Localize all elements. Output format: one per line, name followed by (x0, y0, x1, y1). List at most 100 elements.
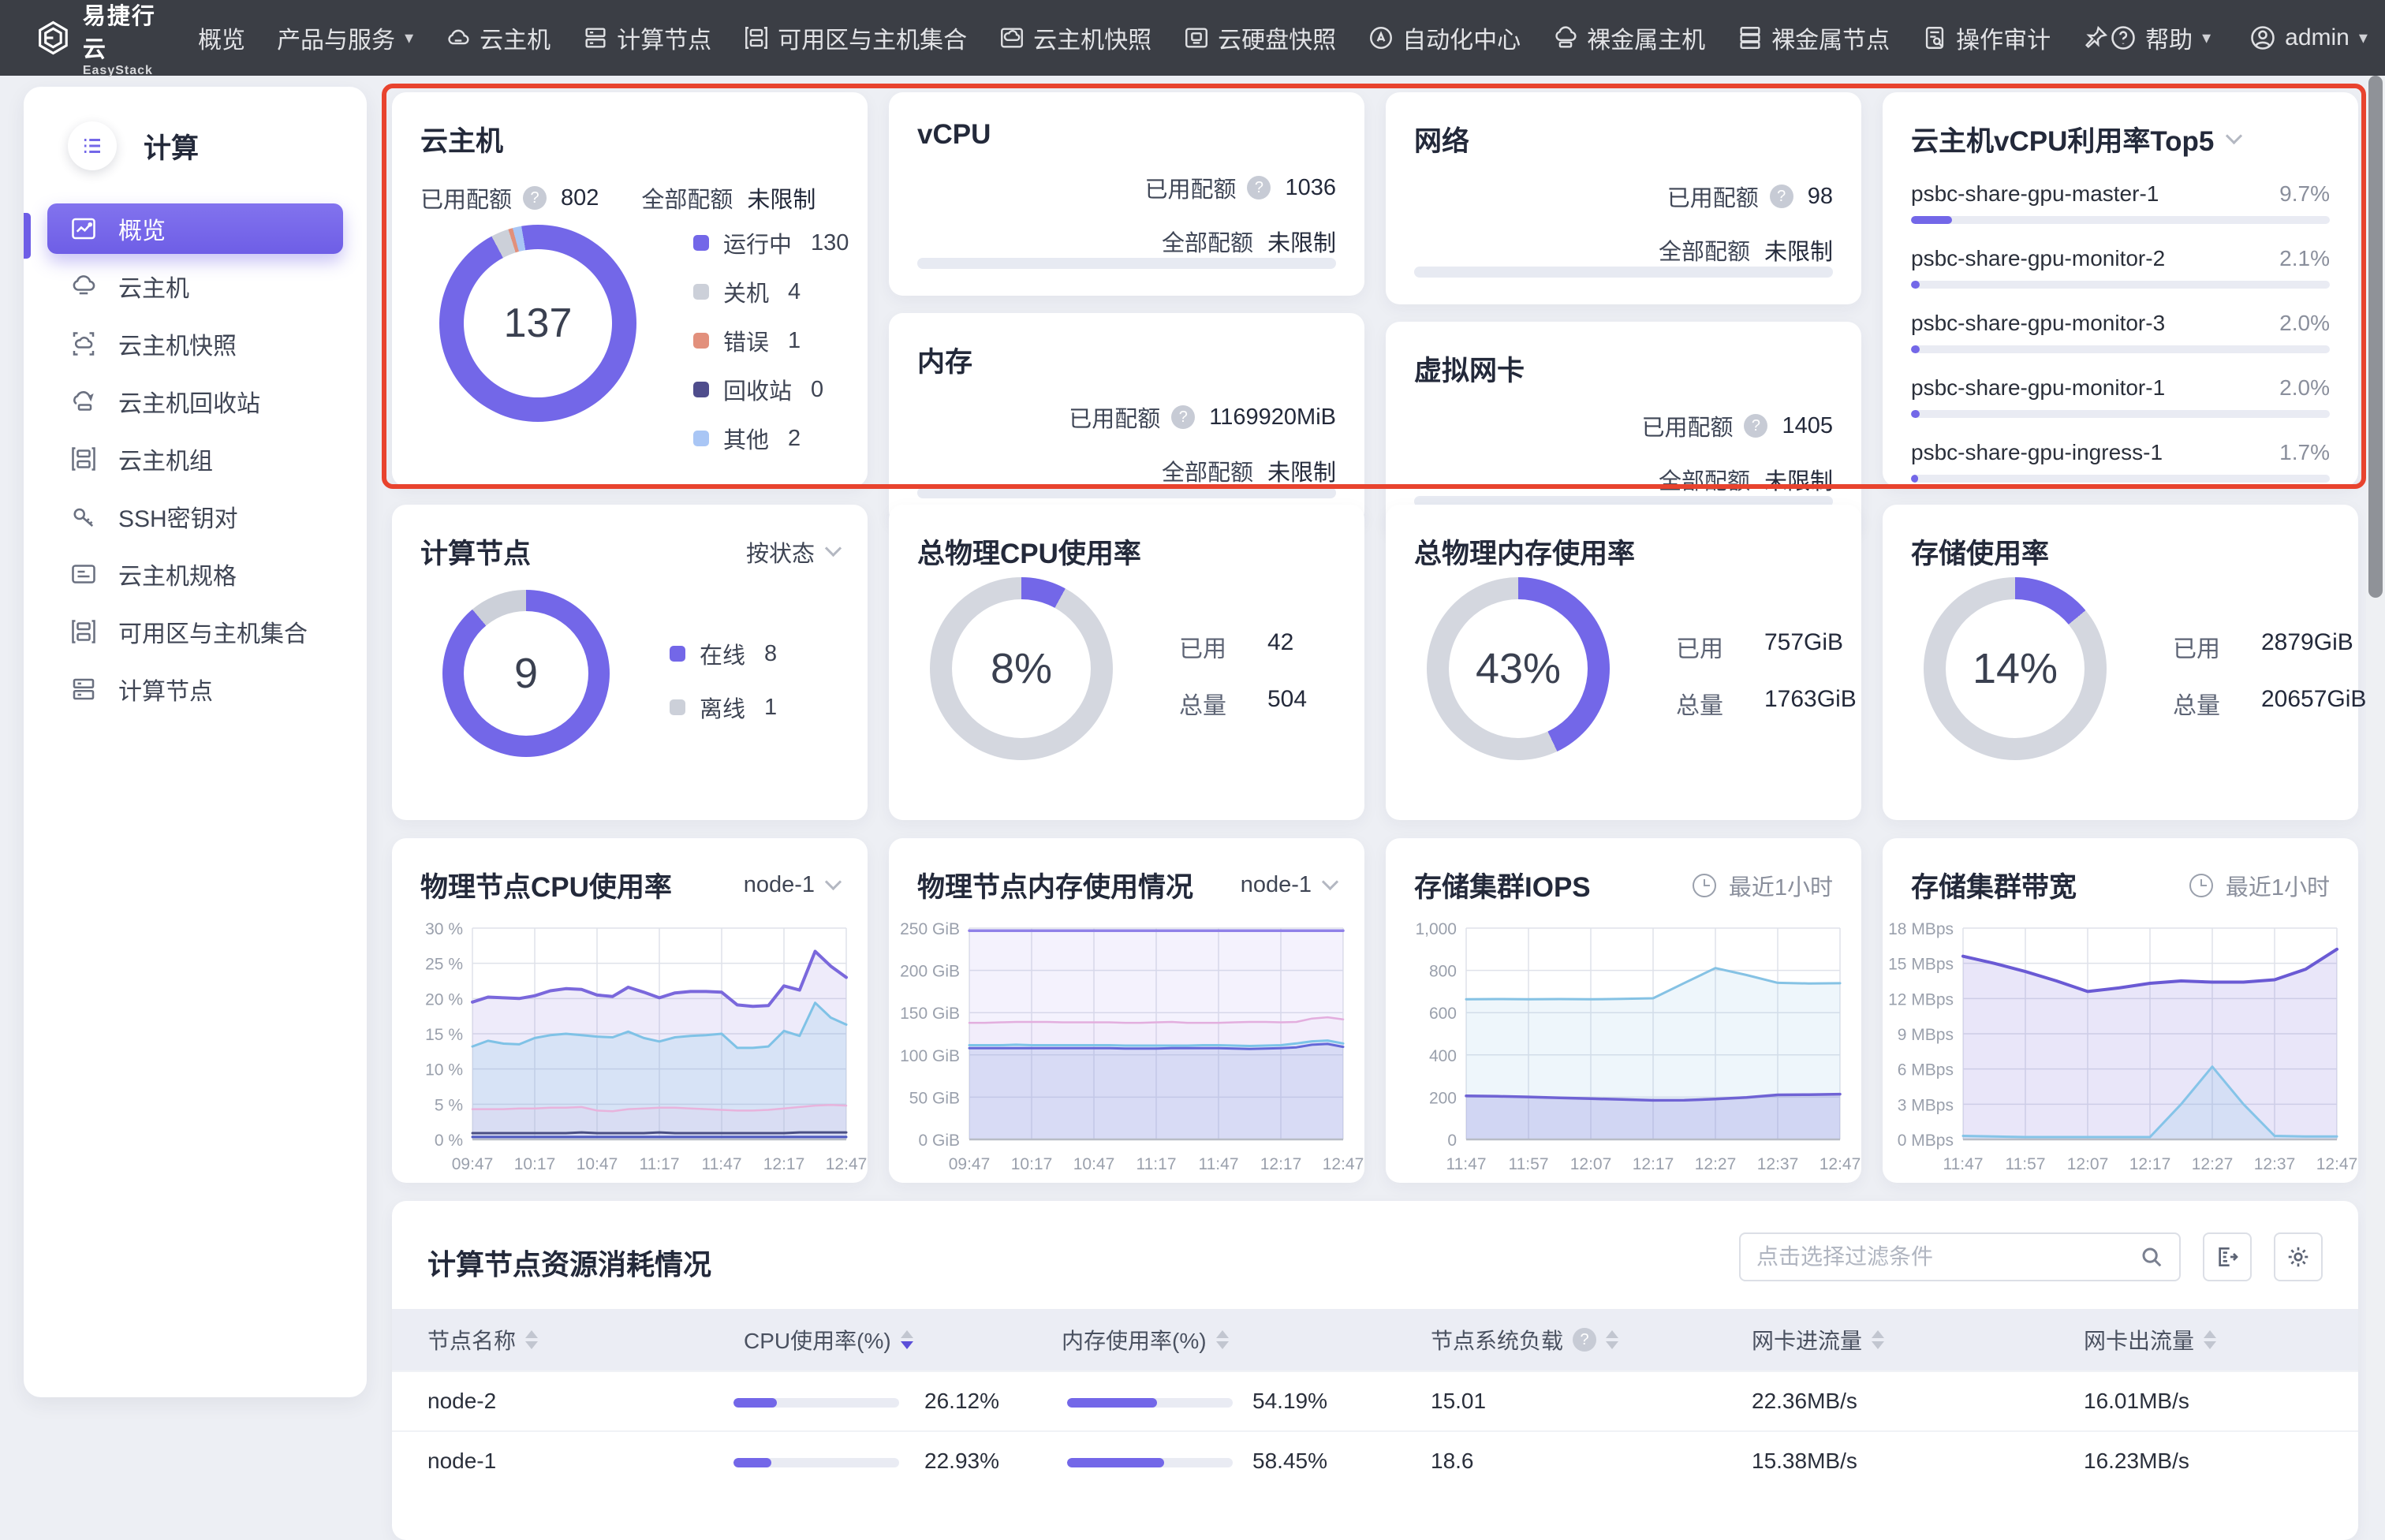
quota-line: 已用配额? 1036 (1144, 174, 1336, 203)
user-menu[interactable]: admin ▾ (2249, 24, 2368, 52)
sort-control[interactable] (1872, 1330, 1885, 1349)
easystack-logo[interactable]: 易捷行云 EasyStack (35, 0, 162, 78)
compute-nodes-donut: 9 (442, 590, 610, 757)
quota-bar (1414, 267, 1833, 278)
help-bubble-icon[interactable]: ? (1744, 414, 1768, 438)
nav-pin-button[interactable] (2082, 24, 2109, 51)
sort-control[interactable] (2204, 1330, 2217, 1349)
nav-host-snapshot[interactable]: 云主机快照 (998, 21, 1151, 55)
col-mem-usage[interactable]: 内存使用率(%) (1062, 1309, 1229, 1370)
category-badge[interactable] (68, 121, 117, 170)
sidebar-item-recycle-bin[interactable]: 云主机回收站 (47, 376, 343, 427)
scrollbar-track (2366, 76, 2385, 1490)
host-cpu-pct: 2.1% (2279, 246, 2330, 270)
quota-line: 已用配额 ? 802 全部配额 未限制 (420, 181, 839, 214)
scrollbar-thumb[interactable] (2368, 76, 2383, 598)
sidebar-item-ssh-keypair[interactable]: SSH密钥对 (47, 491, 343, 542)
help-bubble-icon[interactable]: ? (1247, 176, 1271, 199)
nav-baremetal-node[interactable]: 裸金属节点 (1737, 21, 1890, 55)
sort-control[interactable] (525, 1330, 539, 1349)
cpu-usage-value: 26.12% (924, 1389, 999, 1413)
mem-usage-value: 54.19% (1252, 1389, 1327, 1413)
gauge-stats: 已用 757GiB 总量 1763GiB (1676, 629, 1857, 719)
svg-text:12:47: 12:47 (2316, 1155, 2358, 1173)
svg-text:12:27: 12:27 (1695, 1155, 1737, 1173)
cloud-recycle-icon (73, 391, 94, 411)
filter-input[interactable] (1756, 1244, 2140, 1270)
help-bubble-icon[interactable]: ? (523, 186, 547, 210)
nav-cloud-host[interactable]: 云主机 (445, 21, 551, 55)
usage-bar (1911, 281, 2330, 289)
svg-text:10:17: 10:17 (1011, 1155, 1053, 1173)
server-icon (585, 28, 606, 48)
table-row: node-2 26.12% 54.19% 15.01 22.36MB/s 16.… (392, 1370, 2358, 1430)
svg-text:12:17: 12:17 (2129, 1155, 2171, 1173)
node-selector[interactable]: node-1 (1241, 872, 1339, 898)
chevron-down-icon[interactable] (2226, 127, 2243, 145)
sidebar-item-az-aggregate[interactable]: 可用区与主机集合 (47, 606, 343, 657)
node-selector[interactable]: node-1 (744, 872, 842, 898)
nav-operation-audit[interactable]: 操作审计 (1921, 21, 2051, 55)
used-quota-value: 802 (561, 185, 599, 211)
audit-icon (1925, 27, 1944, 49)
search-icon[interactable] (2140, 1245, 2163, 1269)
sort-control[interactable] (1606, 1330, 1619, 1349)
svg-text:15 %: 15 % (425, 1026, 463, 1044)
top5-row: psbc-share-gpu-monitor-2 2.1% (1911, 246, 2330, 289)
help-menu[interactable]: 帮助 ▾ (2109, 21, 2211, 55)
svg-text:12:17: 12:17 (1260, 1155, 1302, 1173)
category-icon (84, 139, 100, 153)
logo-title: 易捷行云 (82, 4, 156, 62)
sort-control[interactable] (1215, 1330, 1229, 1349)
sidebar-item-label: 云主机规格 (118, 564, 237, 590)
sidebar-item-flavor[interactable]: 云主机规格 (47, 549, 343, 599)
server-icon (73, 678, 95, 700)
time-range: 最近1小时 (1692, 869, 1833, 902)
legend-swatch (670, 646, 685, 662)
nav-overview[interactable]: 概览 (198, 21, 245, 55)
svg-text:400: 400 (1429, 1047, 1457, 1065)
card-title: 存储集群带宽 (1911, 872, 2077, 903)
sidebar-item-host-group[interactable]: 云主机组 (47, 434, 343, 484)
nav-menu: 概览 产品与服务 ▾ 云主机 计算节点 可用区与主机集合 云主机快照 云硬盘快照 … (198, 21, 2109, 55)
storage-iops-chart-card: 存储集群IOPS 最近1小时 1,000 800 600 400 200 0 11:47 11… (1386, 838, 1861, 1183)
quota-line: 全部配额 未限制 (1658, 240, 1833, 265)
nav-compute-node[interactable]: 计算节点 (582, 21, 711, 55)
sidebar-item-label: 计算节点 (118, 679, 213, 705)
sidebar-item-overview[interactable]: 概览 (47, 203, 343, 254)
top5-row: psbc-share-gpu-monitor-3 2.0% (1911, 311, 2330, 353)
vcpu-top5-card: 云主机vCPU利用率Top5 psbc-share-gpu-master-1 9.… (1883, 92, 2358, 487)
sidebar-item-cloud-host[interactable]: 云主机 (47, 261, 343, 311)
quota-line: 全部配额 未限制 (1161, 231, 1336, 256)
col-net-in[interactable]: 网卡进流量 (1752, 1309, 1885, 1370)
host-name: psbc-share-gpu-monitor-3 (1911, 311, 2166, 335)
col-net-out[interactable]: 网卡出流量 (2084, 1309, 2217, 1370)
col-node-name[interactable]: 节点名称 (427, 1309, 539, 1370)
nav-automation-center[interactable]: 自动化中心 (1368, 21, 1521, 55)
help-bubble-icon[interactable]: ? (1171, 405, 1196, 429)
svg-text:12:07: 12:07 (2067, 1155, 2109, 1173)
help-bubble-icon[interactable]: ? (1769, 185, 1793, 208)
export-button[interactable] (2203, 1232, 2252, 1281)
host-cpu-pct: 9.7% (2279, 181, 2330, 206)
col-system-load[interactable]: 节点系统负载? (1431, 1309, 1619, 1370)
total-quota-label: 全部配额 (641, 188, 733, 213)
help-bubble-icon[interactable]: ? (1573, 1328, 1597, 1352)
sidebar-item-label: 云主机 (118, 276, 189, 302)
nav-az-host-aggregate[interactable]: 可用区与主机集合 (743, 21, 967, 55)
nav-baremetal-host[interactable]: 裸金属主机 (1552, 21, 1705, 55)
cpu-usage-gauge: 8% (930, 577, 1113, 760)
status-filter[interactable]: 按状态 (746, 535, 842, 569)
sort-control-active[interactable] (900, 1330, 913, 1349)
sidebar-item-host-snapshot[interactable]: 云主机快照 (47, 319, 343, 369)
col-cpu-usage[interactable]: CPU使用率(%) (744, 1309, 913, 1370)
nav-products-services[interactable]: 产品与服务 ▾ (277, 21, 413, 55)
nav-disk-snapshot[interactable]: 云硬盘快照 (1183, 21, 1336, 55)
svg-text:10:47: 10:47 (577, 1155, 618, 1173)
mem-usage-bar (1067, 1458, 1233, 1467)
net-in-value: 15.38MB/s (1752, 1449, 1857, 1473)
node-memory-chart-card: 物理节点内存使用情况 node-1 250 GiB 200 GiB 150 GiB 1… (889, 838, 1364, 1183)
sidebar-item-compute-node[interactable]: 计算节点 (47, 664, 343, 714)
settings-button[interactable] (2274, 1232, 2323, 1281)
pin-icon (2085, 25, 2108, 49)
